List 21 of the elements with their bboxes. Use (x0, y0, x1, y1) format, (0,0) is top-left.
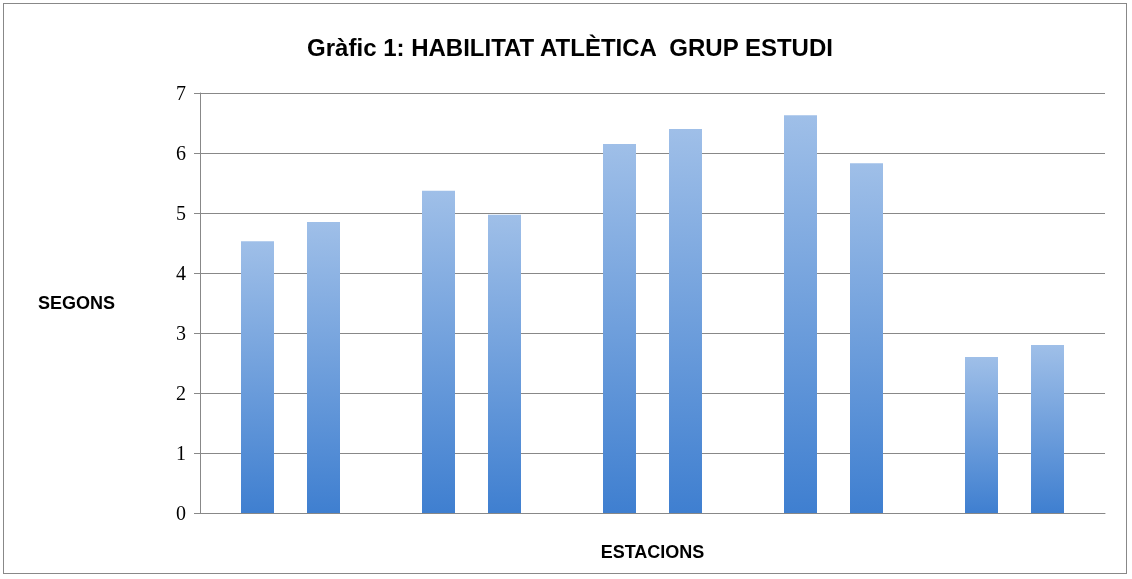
y-tick-label: 6 (176, 142, 186, 164)
bar (669, 129, 702, 513)
bar (422, 190, 455, 513)
y-tick-label: 1 (176, 442, 186, 464)
y-tick-label: 5 (176, 202, 186, 224)
bar (850, 163, 883, 513)
y-tick-label: 0 (176, 502, 186, 524)
y-axis-title: SEGONS (37, 293, 115, 313)
bar (1031, 345, 1064, 513)
bar (965, 357, 998, 513)
bar (307, 222, 340, 513)
y-tick-label: 2 (176, 382, 186, 404)
y-tick-label: 7 (176, 82, 186, 104)
x-axis-title: ESTACIONS (600, 542, 705, 562)
bar (488, 214, 521, 513)
bar (241, 241, 274, 513)
bar (784, 115, 817, 513)
y-tick-label: 4 (176, 262, 186, 284)
chart-title: Gràfic 1: HABILITAT ATLÈTICA GRUP ESTUDI (307, 33, 833, 61)
bar (603, 144, 636, 513)
y-tick-label: 3 (176, 322, 186, 344)
